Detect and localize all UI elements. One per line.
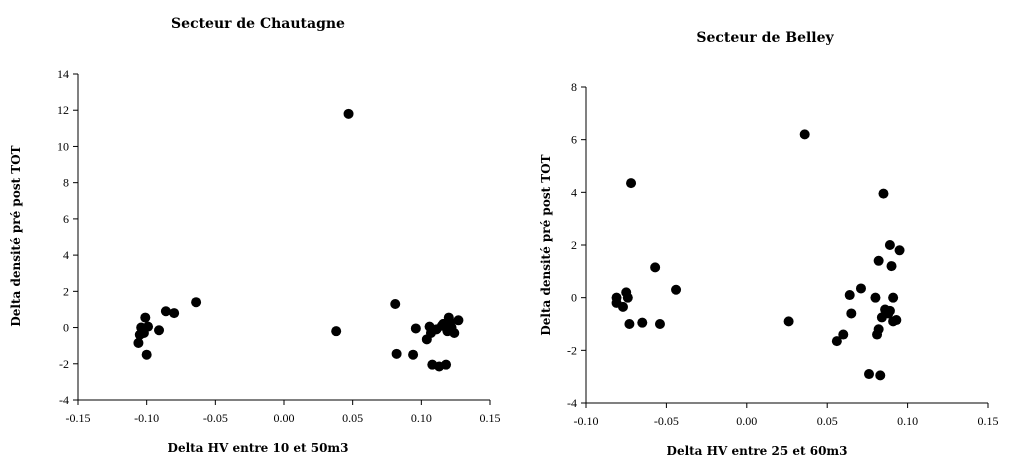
y-tick-label: 0 (63, 321, 69, 335)
x-tick-label: 0.00 (274, 411, 295, 425)
data-point (884, 305, 895, 316)
x-tick-label: -0.10 (574, 414, 599, 428)
data-point (671, 284, 682, 295)
x-axis-label: Delta HV entre 25 et 60m3 (667, 444, 848, 458)
data-point (654, 319, 665, 329)
data-point (846, 308, 857, 319)
x-tick-label: 0.10 (411, 411, 432, 425)
data-point (160, 306, 171, 317)
data-point (617, 301, 628, 312)
y-tick-label: -2 (567, 343, 577, 357)
y-tick-label: 14 (57, 67, 69, 81)
data-point (408, 349, 419, 360)
axes-group (77, 74, 490, 401)
y-tick-label: 2 (63, 284, 69, 298)
data-point (799, 129, 810, 140)
data-point (888, 292, 899, 303)
y-tick-label: -4 (567, 396, 577, 410)
data-point (410, 323, 421, 334)
y-axis-label: Delta densité pré post TOT (9, 145, 23, 326)
data-point (831, 336, 842, 347)
y-tick-label: 8 (63, 176, 69, 190)
x-tick-label: 0.15 (978, 414, 999, 428)
x-tick-label: -0.10 (134, 411, 159, 425)
data-point (855, 283, 866, 294)
y-tick-label: 10 (57, 139, 69, 153)
y-axis-label: Delta densité pré post TOT (539, 154, 553, 335)
data-point (391, 348, 402, 359)
chart-title: Secteur de Chautagne (171, 16, 345, 32)
data-point (453, 315, 464, 326)
data-point (878, 188, 889, 199)
y-tick-label: 4 (63, 248, 69, 262)
data-point (449, 327, 460, 338)
x-axis-label: Delta HV entre 10 et 50m3 (168, 441, 349, 455)
data-point (637, 317, 648, 328)
data-point (838, 329, 849, 340)
data-point (626, 178, 637, 189)
y-tick-label: 4 (571, 185, 577, 199)
y-tick-label: 6 (63, 212, 69, 226)
chart-title: Secteur de Belley (696, 30, 834, 46)
data-point (844, 290, 855, 301)
ticks-group: -0.15 -0.10 -0.05 0.00 0.05 0.10 0.15 -4 -2 0 2 4 6 8… (57, 67, 501, 425)
data-point (873, 255, 884, 266)
chautagne-chart: Secteur de Chautagne Delta HV entre 10 e… (9, 16, 501, 455)
y-tick-label: 0 (571, 291, 577, 305)
y-tick-label: 6 (571, 133, 577, 147)
y-tick-label: 8 (571, 80, 577, 94)
points-group (133, 108, 464, 372)
data-point (886, 261, 897, 272)
data-point (140, 312, 151, 323)
data-point (141, 349, 152, 360)
data-point (169, 308, 180, 319)
data-point (873, 324, 884, 335)
x-tick-label: -0.15 (66, 411, 91, 425)
y-tick-label: 12 (57, 103, 69, 117)
data-point (154, 325, 165, 336)
x-tick-label: 0.05 (817, 414, 838, 428)
x-tick-label: 0.15 (480, 411, 501, 425)
axes-group (585, 87, 988, 404)
data-point (331, 326, 342, 337)
x-tick-label: 0.05 (342, 411, 363, 425)
y-tick-label: -2 (59, 357, 69, 371)
data-point (864, 369, 875, 380)
data-point (894, 245, 905, 256)
points-group (611, 129, 905, 381)
data-point (441, 359, 452, 370)
x-tick-label: -0.05 (203, 411, 228, 425)
x-tick-label: 0.10 (897, 414, 918, 428)
data-point (191, 297, 202, 308)
data-point (622, 292, 633, 303)
data-point (650, 262, 661, 273)
y-tick-label: -4 (59, 393, 69, 407)
data-point (891, 315, 902, 326)
data-point (624, 319, 635, 329)
data-point (870, 292, 881, 303)
x-tick-label: -0.05 (654, 414, 679, 428)
data-point (343, 108, 354, 119)
y-tick-label: 2 (571, 238, 577, 252)
x-tick-label: 0.00 (736, 414, 757, 428)
data-point (884, 240, 895, 250)
ticks-group: -0.10 -0.05 0.00 0.05 0.10 0.15 -4 -2 0 2 4 6 8 (567, 80, 999, 428)
data-point (133, 337, 144, 348)
data-point (783, 316, 794, 327)
belley-chart: Secteur de Belley Delta HV entre 25 et 6… (539, 30, 999, 458)
data-point (143, 321, 154, 332)
data-point (875, 370, 886, 381)
data-point (390, 299, 401, 310)
